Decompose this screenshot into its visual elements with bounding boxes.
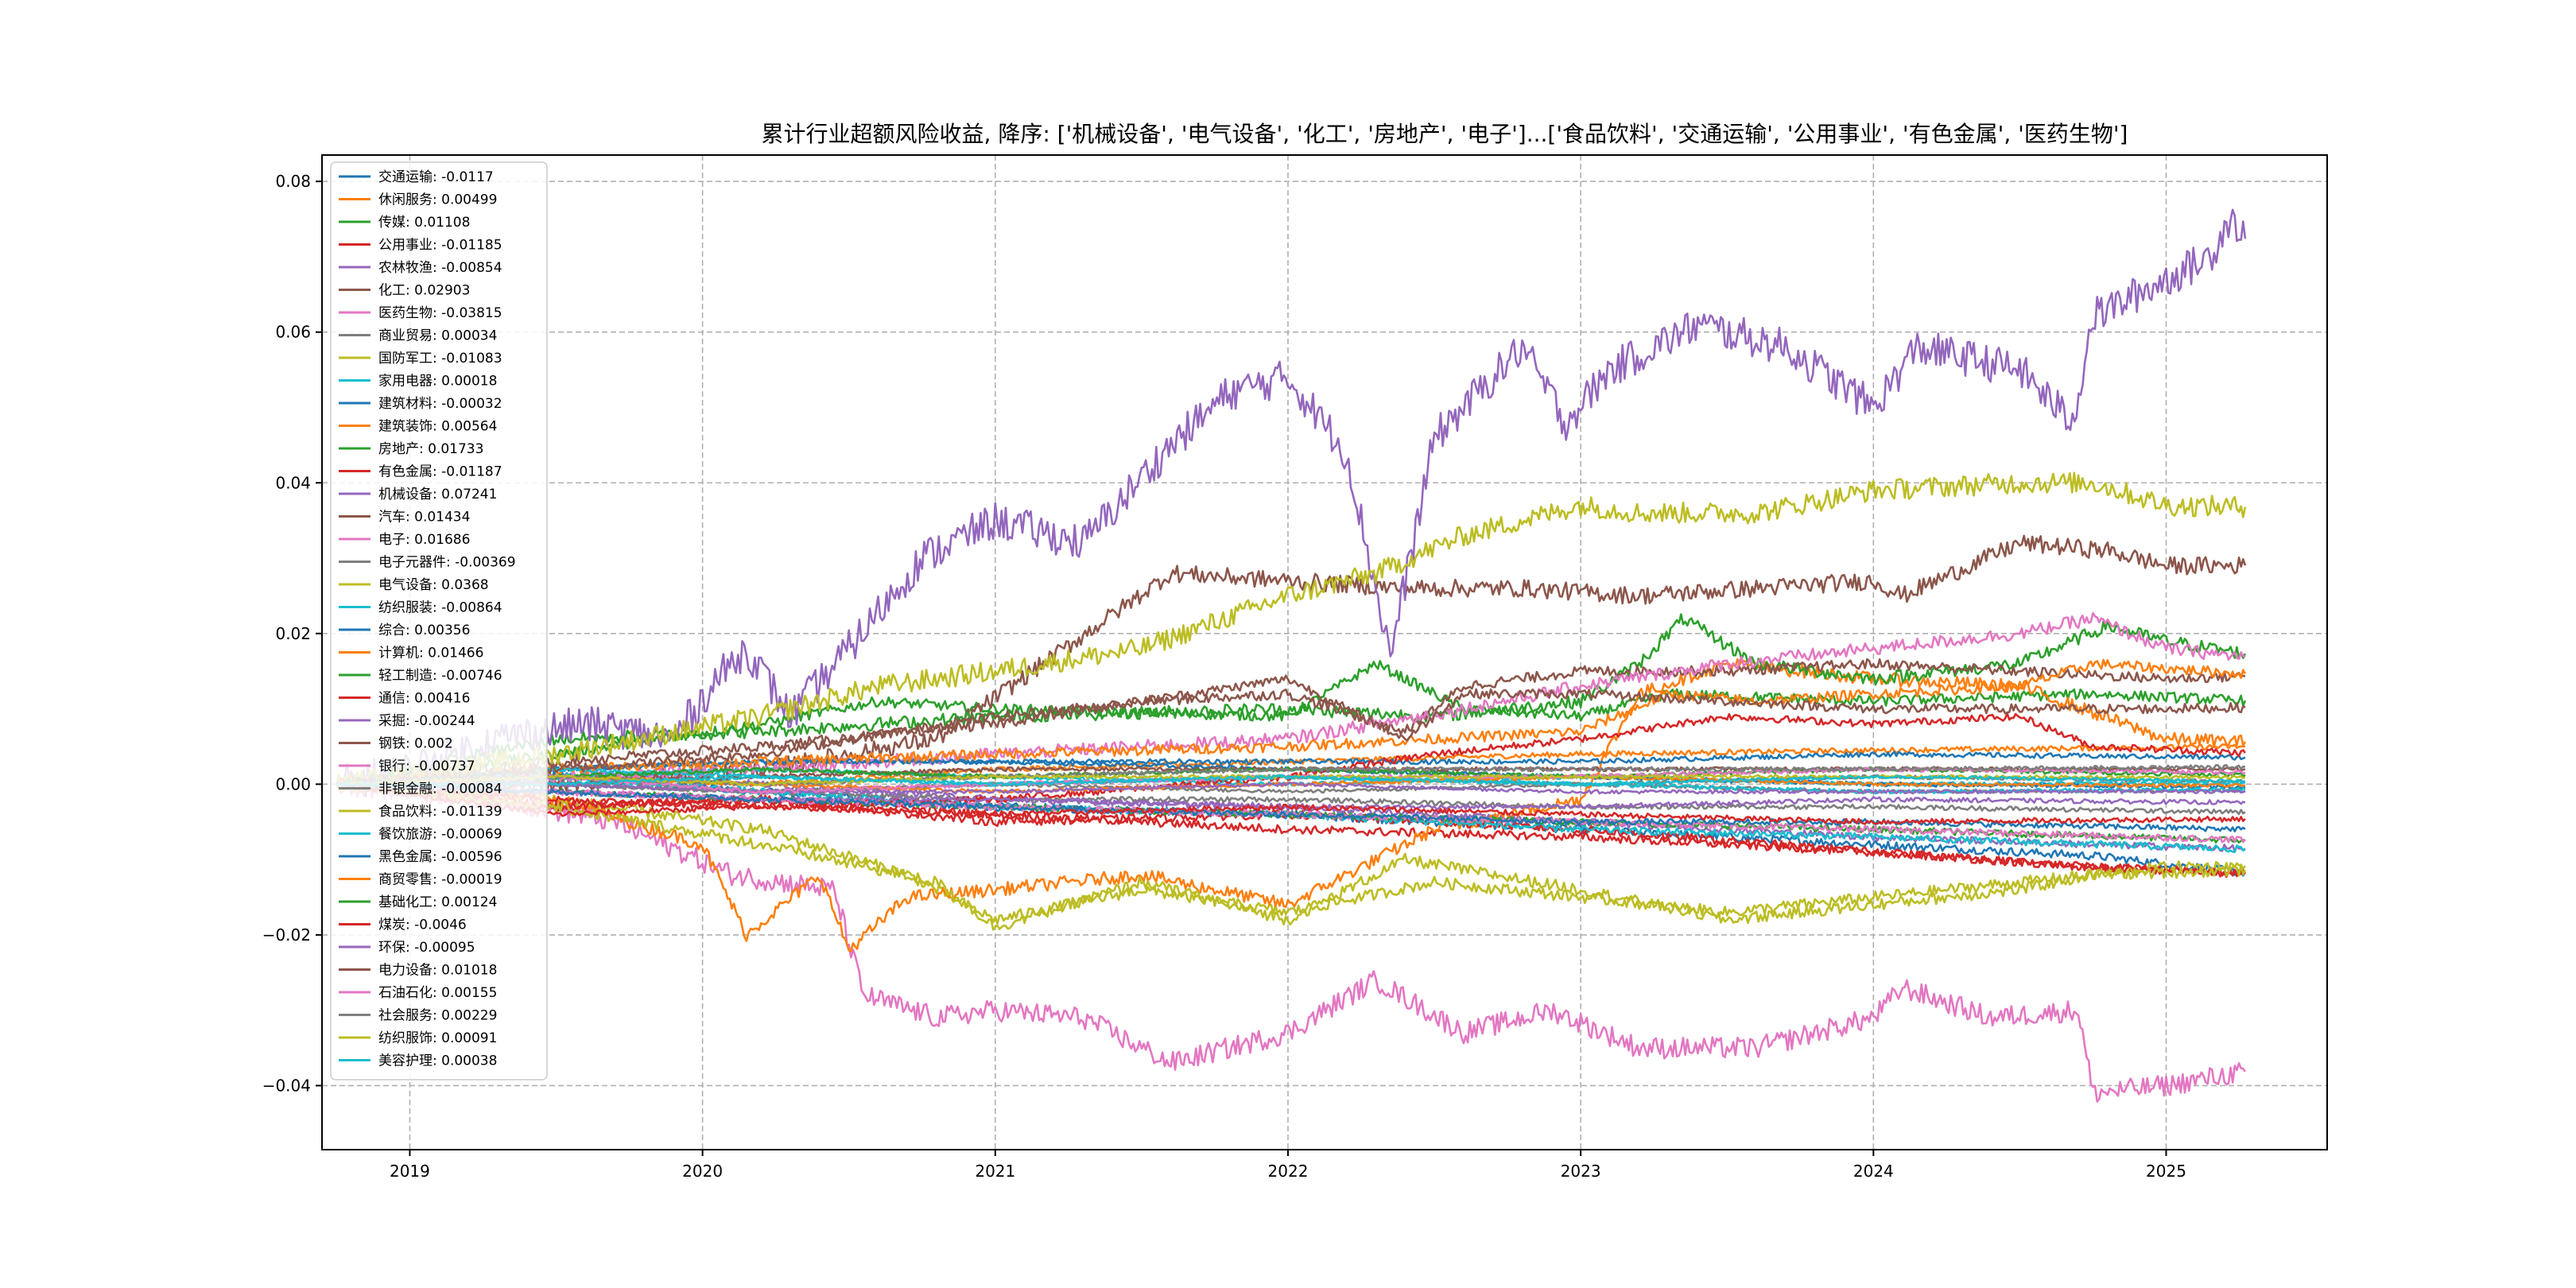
- legend-entry: 传媒: 0.01108: [378, 215, 470, 231]
- series-line-汽车: [336, 658, 2246, 789]
- legend-entry: 钢铁: 0.002: [378, 736, 453, 752]
- x-tick-label: 2019: [390, 1162, 430, 1181]
- y-tick-label: 0.02: [275, 624, 311, 643]
- legend-entry: 电子: 0.01686: [378, 532, 470, 548]
- chart-title: 累计行业超额风险收益, 降序: ['机械设备', '电气设备', '化工', '…: [762, 121, 2128, 147]
- legend-entry: 机械设备: 0.07241: [378, 487, 497, 502]
- y-tick-label: −0.04: [262, 1076, 311, 1095]
- y-tick-label: 0.00: [275, 774, 311, 793]
- legend-entry: 农林牧渔: -0.00854: [378, 260, 502, 276]
- legend-entry: 有色金属: -0.01187: [378, 464, 502, 480]
- axes: −0.04 −0.02 0.00 0.02 0.04 0.06 0.08 2019 2020 20…: [262, 172, 2186, 1181]
- legend-entry: 休闲服务: 0.00499: [378, 192, 497, 208]
- legend-entry: 食品饮料: -0.01139: [378, 804, 502, 820]
- series-line-计算机: [336, 658, 2247, 788]
- y-tick-label: 0.06: [275, 323, 311, 342]
- legend-entry: 电气设备: 0.0368: [378, 577, 489, 593]
- legend-entry: 轻工制造: -0.00746: [378, 668, 502, 684]
- plot-area-frame: [321, 154, 2328, 1150]
- series-line-食品饮料: [336, 779, 2247, 931]
- legend-entry: 环保: -0.00095: [378, 940, 475, 956]
- legend-entry: 建筑材料: -0.00032: [378, 396, 502, 412]
- series-line-化工: [336, 534, 2247, 794]
- legend-entry: 非银金融: -0.00084: [378, 782, 502, 797]
- x-tick-label: 2022: [1268, 1162, 1309, 1181]
- legend-entry: 采掘: -0.00244: [378, 713, 475, 729]
- series-line-煤炭: [336, 782, 2246, 825]
- series-lines: [336, 208, 2247, 1103]
- y-tick-label: −0.02: [262, 925, 311, 945]
- legend-entry: 纺织服装: -0.00864: [378, 600, 502, 616]
- legend-entry: 电力设备: 0.01018: [378, 963, 497, 979]
- legend-entry: 基础化工: 0.00124: [378, 894, 497, 910]
- legend-entry: 汽车: 0.01434: [378, 510, 470, 526]
- legend-entry: 化工: 0.02903: [378, 283, 470, 299]
- legend-entry: 医药生物: -0.03815: [378, 305, 502, 321]
- legend-entry: 社会服务: 0.00229: [378, 1008, 497, 1024]
- series-line-休闲服务: [336, 743, 2246, 787]
- legend-entry: 纺织服饰: 0.00091: [378, 1030, 497, 1046]
- legend-entry: 综合: 0.00356: [378, 623, 470, 638]
- series-line-美容护理: [336, 774, 2245, 787]
- x-tick-label: 2024: [1853, 1162, 1894, 1181]
- legend-entry: 建筑装饰: 0.00564: [378, 419, 497, 435]
- legend-entry: 银行: -0.00737: [378, 758, 475, 774]
- legend-entry: 公用事业: -0.01185: [378, 238, 502, 254]
- legend-box: [330, 161, 548, 1080]
- y-tick-label: 0.08: [275, 172, 311, 191]
- series-line-电力设备: [336, 674, 2246, 789]
- x-tick-label: 2023: [1561, 1162, 1601, 1181]
- legend-entry: 国防军工: -0.01083: [378, 351, 502, 367]
- legend-entry: 黑色金属: -0.00596: [378, 849, 502, 865]
- x-tick-label: 2025: [2146, 1162, 2186, 1181]
- legend-entry: 石油石化: 0.00155: [378, 985, 497, 1001]
- legend-entry: 商贸零售: -0.00019: [378, 872, 502, 888]
- legend-entry: 餐饮旅游: -0.00069: [378, 827, 502, 843]
- series-line-黑色金属: [336, 781, 2246, 832]
- legend-entry: 电子元器件: -0.00369: [378, 555, 516, 571]
- legend-entry: 商业贸易: 0.00034: [378, 328, 497, 344]
- legend-entry: 美容护理: 0.00038: [378, 1053, 497, 1069]
- legend-entry: 计算机: 0.01466: [378, 646, 483, 661]
- legend-entry: 家用电器: 0.00018: [378, 374, 497, 390]
- y-tick-label: 0.04: [275, 473, 311, 492]
- series-line-国防军工: [336, 779, 2246, 925]
- series-line-电气设备: [336, 471, 2247, 793]
- x-tick-label: 2020: [682, 1162, 723, 1181]
- legend: 交通运输: -0.0117 休闲服务: 0.00499 传媒: 0.01108 公用事…: [330, 161, 548, 1080]
- series-line-建筑装饰: [336, 658, 2247, 952]
- series-line-环保: [336, 781, 2246, 795]
- legend-entry: 煤炭: -0.0046: [378, 918, 467, 933]
- legend-entry: 房地产: 0.01733: [378, 441, 483, 457]
- legend-entry: 通信: 0.00416: [378, 691, 470, 707]
- x-tick-label: 2021: [975, 1162, 1015, 1181]
- legend-entry: 交通运输: -0.0117: [378, 169, 494, 185]
- series-line-传媒: [336, 660, 2247, 789]
